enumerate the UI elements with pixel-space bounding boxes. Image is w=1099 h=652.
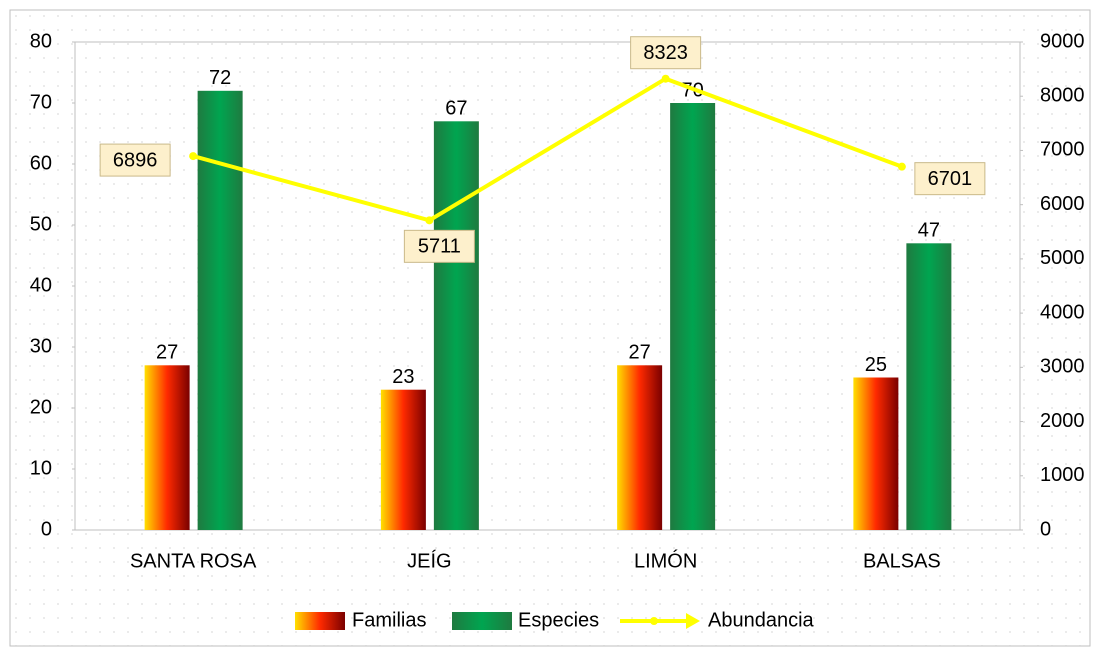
- legend-label: Abundancia: [708, 609, 815, 631]
- legend-swatch: [452, 612, 512, 630]
- line-marker: [425, 216, 434, 225]
- bar: [433, 121, 479, 531]
- x-tick-label: LIMÓN: [634, 549, 697, 572]
- x-tick-label: JEÍG: [407, 549, 451, 572]
- legend-label: Especies: [518, 609, 599, 631]
- y2-tick-label: 5000: [1040, 247, 1085, 269]
- legend-swatch: [295, 612, 345, 630]
- bar: [380, 389, 426, 530]
- line-marker: [189, 152, 198, 161]
- x-tick-label: SANTA ROSA: [130, 550, 257, 572]
- data-label-box: [403, 229, 475, 263]
- bar: [144, 365, 190, 530]
- y2-tick-label: 7000: [1040, 139, 1085, 161]
- y-tick-label: 0: [41, 518, 52, 540]
- y-tick-label: 20: [30, 396, 52, 418]
- bar-value-label: 67: [445, 98, 467, 120]
- bar: [906, 243, 952, 531]
- y-tick-label: 50: [30, 213, 52, 235]
- line-value-label: 5711: [418, 236, 461, 258]
- y-tick-label: 80: [30, 30, 52, 52]
- y2-tick-label: 2000: [1040, 410, 1085, 432]
- bar-value-label: 72: [209, 67, 231, 89]
- bar: [853, 377, 899, 530]
- bar: [670, 103, 716, 530]
- bar-value-label: 25: [865, 354, 887, 376]
- y2-tick-label: 0: [1040, 518, 1051, 540]
- bar-value-label: 27: [629, 342, 651, 364]
- line: [192, 76, 903, 223]
- bar: [197, 90, 243, 531]
- x-tick-label: BALSAS: [863, 550, 941, 572]
- y2-tick-label: 9000: [1040, 30, 1085, 52]
- legend-marker: [650, 617, 658, 625]
- y-tick-label: 10: [30, 457, 52, 479]
- y2-tick-label: 3000: [1040, 356, 1085, 378]
- y-tick-label: 60: [30, 152, 52, 174]
- y-tick-label: 70: [30, 91, 52, 113]
- bar-value-label: 27: [156, 342, 178, 364]
- data-label-box: [914, 162, 986, 196]
- data-label-box: [99, 143, 171, 177]
- bar-value-label: 47: [918, 220, 940, 242]
- line-value-label: 6701: [928, 168, 973, 190]
- y2-tick-label: 6000: [1040, 193, 1085, 215]
- line-value-label: 6896: [113, 149, 158, 171]
- line-value-label: 8323: [643, 42, 688, 64]
- line-marker: [897, 162, 906, 171]
- y2-tick-label: 1000: [1040, 464, 1085, 486]
- y-tick-label: 30: [30, 335, 52, 357]
- y2-tick-label: 8000: [1040, 85, 1085, 107]
- bar-value-label: 23: [392, 366, 414, 388]
- y-tick-label: 40: [30, 274, 52, 296]
- legend-label: Familias: [352, 609, 426, 631]
- data-label-box: [630, 36, 702, 70]
- legend-arrow: [686, 613, 700, 629]
- line-marker: [661, 74, 670, 83]
- y2-tick-label: 4000: [1040, 301, 1085, 323]
- bar: [617, 365, 663, 530]
